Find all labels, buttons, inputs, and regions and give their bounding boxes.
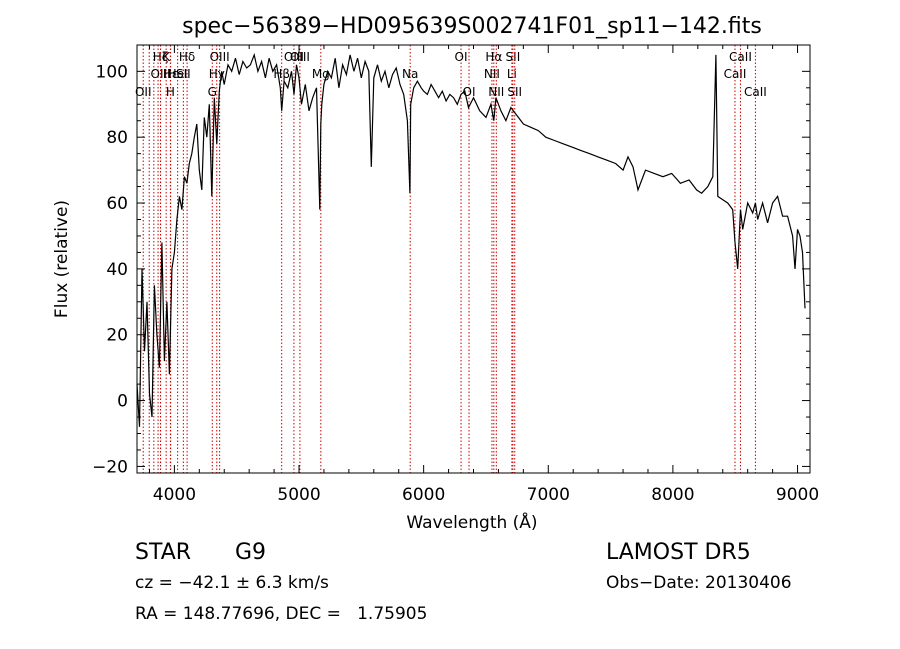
line-marker-label: SII xyxy=(507,85,522,99)
line-marker-label: OIII xyxy=(290,50,310,64)
line-marker-label: Hα xyxy=(485,50,502,64)
survey-label: LAMOST DR5 xyxy=(606,540,751,565)
y-tick-label: 80 xyxy=(106,128,128,148)
x-tick-label: 6000 xyxy=(402,485,445,505)
subclass: G9 xyxy=(235,540,267,565)
line-marker-label: Hε xyxy=(163,67,179,81)
spectrum-line xyxy=(136,52,806,427)
line-marker-label: OIII xyxy=(284,50,304,64)
redshift-velocity: cz = −42.1 ± 6.3 km/s xyxy=(135,573,329,593)
line-marker-label: K xyxy=(162,50,171,64)
line-marker-label: CaII xyxy=(729,50,752,64)
emission-line-markers: OIIHζKOIIIHHεHeISIIHδGHγOIIIHβOIIIOIIIMg… xyxy=(135,45,767,473)
object-class: STAR xyxy=(135,540,192,565)
line-marker-label: SII xyxy=(506,50,521,64)
y-tick-label: 40 xyxy=(106,260,128,280)
line-marker-label: Li xyxy=(507,67,517,81)
line-marker-label: SII xyxy=(176,67,191,81)
line-marker-label: Hβ xyxy=(273,67,290,81)
line-marker-label: OI xyxy=(455,50,468,64)
chart-title: spec−56389−HD095639S002741F01_sp11−142.f… xyxy=(182,14,762,39)
line-marker-label: OII xyxy=(135,85,152,99)
line-marker-label: OIII xyxy=(151,67,171,81)
x-tick-label: 5000 xyxy=(277,485,320,505)
y-tick-label: 60 xyxy=(106,194,128,214)
line-marker-label: OIII xyxy=(210,50,230,64)
y-tick-label: −20 xyxy=(92,457,128,477)
line-marker-label: Hδ xyxy=(179,50,195,64)
plot-frame xyxy=(136,44,811,474)
x-tick-label: 9000 xyxy=(776,485,819,505)
x-tick-label: 8000 xyxy=(651,485,694,505)
line-marker-label: Na xyxy=(402,67,418,81)
y-tick-label: 20 xyxy=(106,326,128,346)
observation-date: Obs−Date: 20130406 xyxy=(606,573,792,593)
line-marker-label: CaII xyxy=(724,67,747,81)
line-marker-label: CaII xyxy=(744,85,767,99)
y-tick-label: 100 xyxy=(96,62,128,82)
y-axis: −20 0 20 40 60 80 100 xyxy=(92,62,810,477)
coordinates: RA = 148.77696, DEC = 1.75905 xyxy=(135,604,428,624)
y-axis-label: Flux (relative) xyxy=(52,200,72,318)
line-marker-label: NII xyxy=(488,85,504,99)
y-tick-label: 0 xyxy=(117,392,128,412)
line-marker-label: G xyxy=(208,85,217,99)
x-tick-label: 4000 xyxy=(153,485,196,505)
x-axis-label: Wavelength (Å) xyxy=(406,511,537,533)
line-marker-label: NII xyxy=(484,67,500,81)
x-axis: 4000 5000 6000 7000 8000 9000 xyxy=(148,45,819,505)
x-tick-label: 7000 xyxy=(527,485,570,505)
line-marker-label: HeI xyxy=(168,67,188,81)
